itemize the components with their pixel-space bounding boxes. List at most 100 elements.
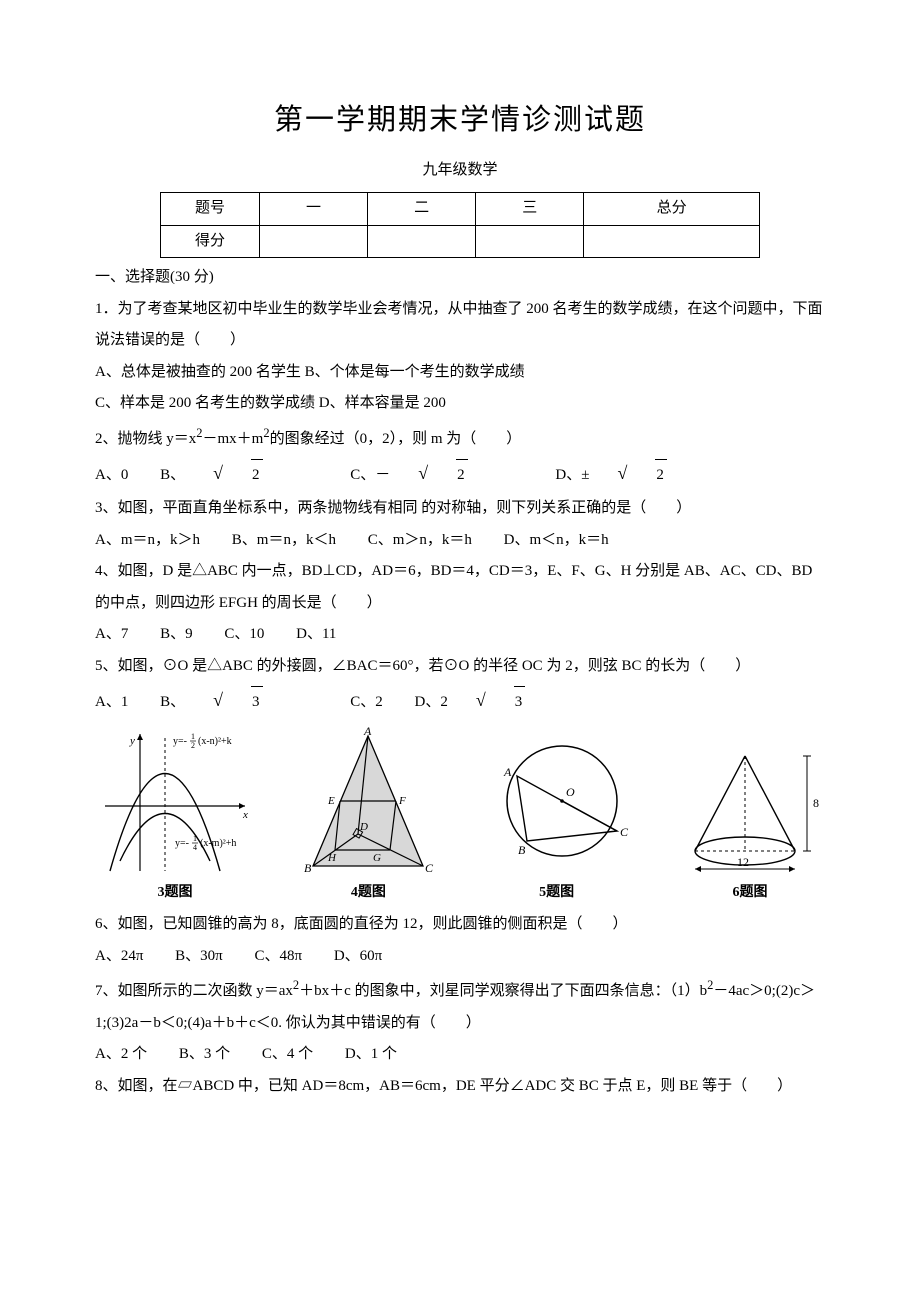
q6-D: D、60π <box>334 941 382 973</box>
q5-A: A、1 <box>95 687 128 719</box>
q2-t3: 的图象经过（0，2），则 m 为（ ） <box>270 431 522 447</box>
q2-C: C、－√2 <box>350 455 523 493</box>
svg-text:y: y <box>129 735 135 747</box>
fig5-svg: A B C O <box>482 736 632 876</box>
q3-B: B、m＝n，k＜h <box>232 525 336 557</box>
q4-A: A、7 <box>95 619 128 651</box>
fig6: 8 12 6题图 <box>675 741 825 907</box>
q8-text: 8、如图，在▱ABCD 中，已知 AD＝8cm，AB＝6cm，DE 平分∠ADC… <box>95 1071 825 1103</box>
q2-opts: A、0 B、√2 C、－√2 D、±√2 <box>95 455 825 493</box>
q2-t2: －mx＋m <box>203 431 264 447</box>
q1-A: A、总体是被抽查的 200 名学生 <box>95 364 301 380</box>
score-blank-3 <box>476 225 584 258</box>
q6-B: B、30π <box>175 941 223 973</box>
fig5-caption: 5题图 <box>482 878 632 907</box>
section-1-heading: 一、选择题(30 分) <box>95 262 825 294</box>
fig4-svg: A B C D E F H G <box>298 726 438 876</box>
svg-text:G: G <box>373 852 381 864</box>
q7-text: 7、如图所示的二次函数 y＝ax2＋bx＋c 的图象中，刘星同学观察得出了下面四… <box>95 972 825 1039</box>
svg-text:1: 1 <box>191 732 195 741</box>
score-blank-4 <box>584 225 760 258</box>
q6-opts: A、24π B、30π C、48π D、60π <box>95 941 825 973</box>
q5-B: B、√3 <box>160 682 318 720</box>
score-table: 题号 一 二 三 总分 得分 <box>160 192 760 258</box>
score-row2-label: 得分 <box>161 225 260 258</box>
q7-t1: 7、如图所示的二次函数 y＝ax <box>95 983 293 999</box>
q7-D: D、1 个 <box>345 1039 397 1071</box>
q5-D: D、2√3 <box>415 682 582 720</box>
score-head-2: 二 <box>368 193 476 226</box>
svg-text:B: B <box>518 843 526 857</box>
svg-text:E: E <box>327 795 335 807</box>
fig6-svg: 8 12 <box>675 741 825 876</box>
svg-text:A: A <box>503 765 512 779</box>
subtitle: 九年级数学 <box>95 155 825 187</box>
svg-text:B: B <box>304 861 312 875</box>
q7-opts: A、2 个 B、3 个 C、4 个 D、1 个 <box>95 1039 825 1071</box>
q7-C: C、4 个 <box>262 1039 313 1071</box>
q6-text: 6、如图，已知圆锥的高为 8，底面圆的直径为 12，则此圆锥的侧面积是（ ） <box>95 909 825 941</box>
svg-text:12: 12 <box>737 855 749 869</box>
q1-B: B、个体是每一个考生的数学成绩 <box>305 364 525 380</box>
fig5: A B C O 5题图 <box>482 736 632 907</box>
q4-text: 4、如图，D 是△ABC 内一点，BD⊥CD，AD＝6，BD＝4，CD＝3，E、… <box>95 556 825 619</box>
q3-opts: A、m＝n，k＞h B、m＝n，k＜h C、m＞n，k＝h D、m＜n，k＝h <box>95 525 825 557</box>
svg-text:H: H <box>327 852 337 864</box>
svg-text:2: 2 <box>191 741 195 750</box>
score-head-0: 题号 <box>161 193 260 226</box>
svg-text:C: C <box>620 825 629 839</box>
q2-B: B、√2 <box>160 455 318 493</box>
svg-text:(x-n)²+k: (x-n)²+k <box>198 736 232 747</box>
q5-opts: A、1 B、√3 C、2 D、2√3 <box>95 682 825 720</box>
svg-text:y=-: y=- <box>173 736 187 747</box>
score-head-4: 总分 <box>584 193 760 226</box>
q3-C: C、m＞n，k＝h <box>368 525 472 557</box>
q1-opts-row1: A、总体是被抽查的 200 名学生 B、个体是每一个考生的数学成绩 <box>95 357 825 389</box>
svg-text:C: C <box>425 861 434 875</box>
fig4-caption: 4题图 <box>298 878 438 907</box>
q3-A: A、m＝n，k＞h <box>95 525 200 557</box>
q5-C: C、2 <box>350 687 383 719</box>
q1-C: C、样本是 200 名考生的数学成绩 <box>95 395 315 411</box>
page-title: 第一学期期末学情诊测试题 <box>95 90 825 151</box>
q1-D: D、样本容量是 200 <box>319 395 446 411</box>
q7-A: A、2 个 <box>95 1039 147 1071</box>
q2-t1: 2、抛物线 y＝x <box>95 431 196 447</box>
fig4: A B C D E F H G 4题图 <box>298 726 438 907</box>
q1-opts-row2: C、样本是 200 名考生的数学成绩 D、样本容量是 200 <box>95 388 825 420</box>
fig3: y x y=- 1 2 (x-n)²+k y=- 1 4 (x-m)²+h 3题… <box>95 726 255 907</box>
fig3-svg: y x y=- 1 2 (x-n)²+k y=- 1 4 (x-m)²+h <box>95 726 255 876</box>
score-head-3: 三 <box>476 193 584 226</box>
q7-t2: ＋bx＋c 的图象中，刘星同学观察得出了下面四条信息：（1）b <box>299 983 707 999</box>
svg-text:y=-: y=- <box>175 838 189 849</box>
score-head-1: 一 <box>260 193 368 226</box>
svg-text:x: x <box>242 809 248 821</box>
svg-text:(x-m)²+h: (x-m)²+h <box>200 838 236 849</box>
svg-text:O: O <box>566 785 575 799</box>
q2-D: D、±√2 <box>555 455 722 493</box>
svg-text:F: F <box>398 795 406 807</box>
figure-row: y x y=- 1 2 (x-n)²+k y=- 1 4 (x-m)²+h 3题… <box>95 726 825 907</box>
q2-A: A、0 <box>95 460 128 492</box>
q6-A: A、24π <box>95 941 143 973</box>
q7-B: B、3 个 <box>179 1039 230 1071</box>
q6-C: C、48π <box>255 941 303 973</box>
svg-text:8: 8 <box>813 796 819 810</box>
score-blank-2 <box>368 225 476 258</box>
q4-B: B、9 <box>160 619 193 651</box>
svg-text:A: A <box>363 726 372 738</box>
fig6-caption: 6题图 <box>675 878 825 907</box>
score-blank-1 <box>260 225 368 258</box>
svg-text:4: 4 <box>193 843 197 852</box>
q4-opts: A、7 B、9 C、10 D、11 <box>95 619 825 651</box>
svg-text:D: D <box>359 821 368 833</box>
q3-text: 3、如图，平面直角坐标系中，两条抛物线有相同 的对称轴，则下列关系正确的是（ ） <box>95 493 825 525</box>
q4-D: D、11 <box>296 619 336 651</box>
q5-text: 5、如图，⊙O 是△ABC 的外接圆，∠BAC＝60°，若⊙O 的半径 OC 为… <box>95 651 825 683</box>
q3-D: D、m＜n，k＝h <box>504 525 609 557</box>
svg-text:1: 1 <box>193 834 197 843</box>
q4-C: C、10 <box>224 619 264 651</box>
q1-text: 1．为了考查某地区初中毕业生的数学毕业会考情况，从中抽查了 200 名考生的数学… <box>95 294 825 357</box>
q2-text: 2、抛物线 y＝x2－mx＋m2的图象经过（0，2），则 m 为（ ） <box>95 420 825 456</box>
fig3-caption: 3题图 <box>95 878 255 907</box>
